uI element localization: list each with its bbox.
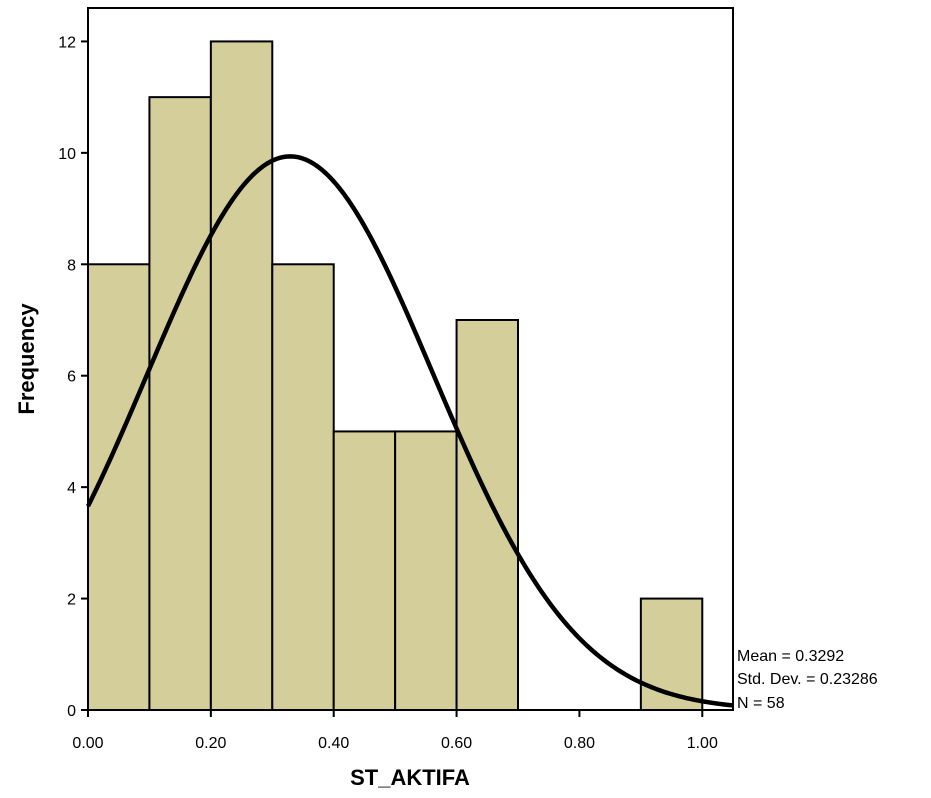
x-tick-label-4: 0.80 [564, 735, 595, 752]
y-tick-label-0: 0 [67, 703, 76, 720]
x-tick-label-3: 0.60 [441, 735, 472, 752]
stat-n: N = 58 [737, 695, 785, 712]
x-axis: 0.00 0.20 0.40 0.60 0.80 1.00 [72, 710, 718, 752]
histogram-bar-6 [455, 319, 520, 711]
y-tick-label-2: 4 [67, 480, 76, 497]
histogram-bar-3 [271, 263, 335, 711]
y-tick-label-5: 10 [58, 146, 76, 163]
x-tick-label-0: 0.00 [72, 735, 103, 752]
x-axis-title: ST_AKTIFA [350, 765, 470, 790]
y-tick-label-3: 6 [67, 369, 76, 386]
histogram-bars [87, 40, 704, 711]
histogram-bar-4 [332, 430, 397, 711]
stat-mean: Mean = 0.3292 [737, 648, 844, 665]
x-tick-label-5: 1.00 [687, 735, 718, 752]
normal-curve [85, 154, 734, 708]
histogram-bar-5 [394, 430, 458, 711]
y-tick-label-4: 8 [67, 257, 76, 274]
x-tick-label-2: 0.40 [318, 735, 349, 752]
y-axis-title: Frequency [14, 303, 39, 415]
x-tick-label-1: 0.20 [195, 735, 226, 752]
stat-std-dev: Std. Dev. = 0.23286 [737, 671, 878, 688]
y-tick-label-6: 12 [58, 34, 76, 51]
stats-box: Mean = 0.3292 Std. Dev. = 0.23286 N = 58 [737, 648, 878, 712]
y-tick-label-1: 2 [67, 592, 76, 609]
histogram-bar-1 [148, 96, 212, 711]
histogram-bar-2 [209, 40, 274, 711]
plot-frame [87, 7, 734, 711]
histogram-bar-9 [639, 597, 704, 711]
y-axis: 0 2 4 6 8 10 12 [58, 34, 88, 720]
